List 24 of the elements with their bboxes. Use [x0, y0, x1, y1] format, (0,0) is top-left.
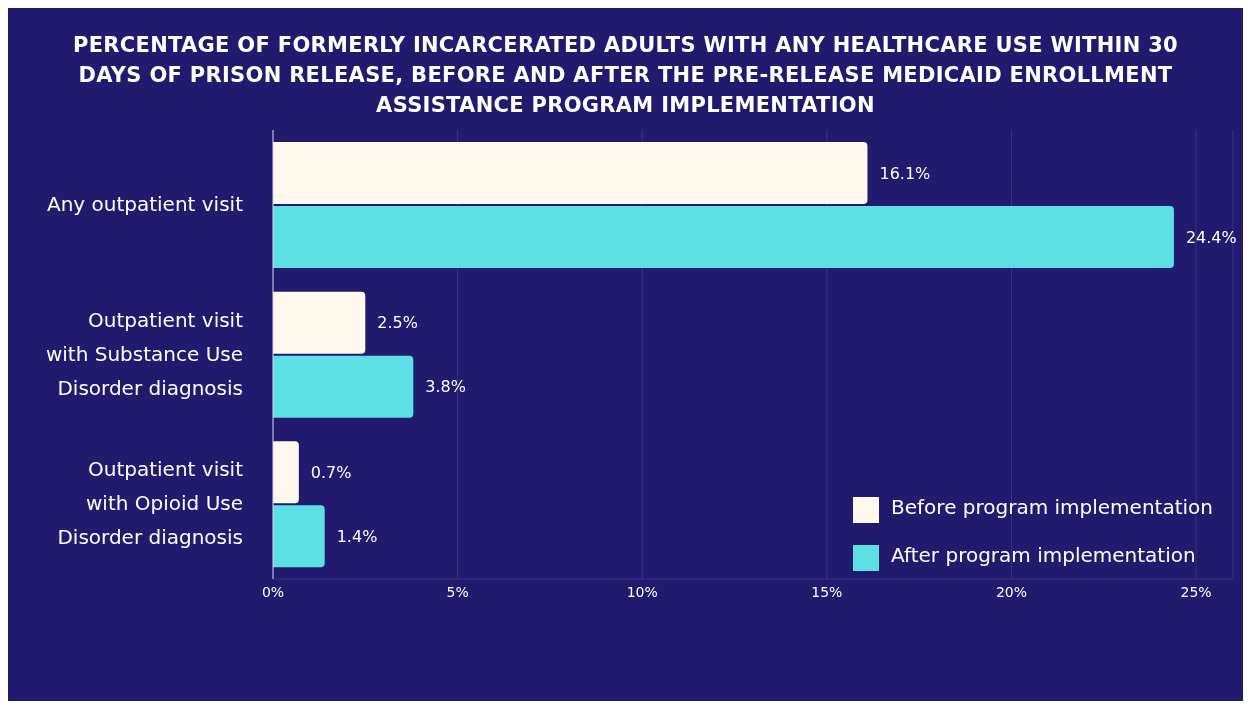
- x-tick-label: 0%: [261, 583, 285, 600]
- x-tick-label: 5%: [446, 583, 469, 600]
- bar: [273, 505, 325, 568]
- data-label: 0.7%: [310, 462, 352, 482]
- x-tick-label: 15%: [811, 583, 843, 600]
- bar: [273, 141, 868, 204]
- x-tick-label: 20%: [995, 583, 1028, 600]
- y-tick-label: Any outpatient visit: [46, 191, 244, 216]
- data-label: 16.1%: [879, 163, 931, 183]
- y-tick-label: Outpatient visit with Opioid Use Disorder diagnosis: [57, 456, 244, 549]
- x-tick-label: 25%: [1180, 583, 1212, 600]
- chart-title: PERCENTAGE OF FORMERLY INCARCERATED ADULTS WITH ANY HEALTHCARE USE WITHIN 30 DAYS OF PRISON RELEASE, BEFORE AND AFTER THE PRE-RELEASE MEDICAID ENROLLMENT ASSISTANCE PROGRAM IMPLEMENTATION: [72, 32, 1179, 119]
- bar: [273, 291, 366, 354]
- data-label: 1.4%: [336, 526, 378, 546]
- legend-label: Before program implementation: [891, 495, 1213, 519]
- x-tick-label: 10%: [626, 583, 658, 600]
- data-label: 24.4%: [1185, 227, 1237, 247]
- data-label: 3.8%: [425, 377, 466, 397]
- legend-label: After program implementation: [891, 543, 1196, 567]
- bar: [273, 441, 299, 504]
- y-tick-label: Outpatient visit with Substance Use Disorder diagnosis: [45, 307, 244, 399]
- data-label: 2.5%: [377, 313, 418, 333]
- bar: [273, 205, 1174, 268]
- bar: [273, 355, 414, 418]
